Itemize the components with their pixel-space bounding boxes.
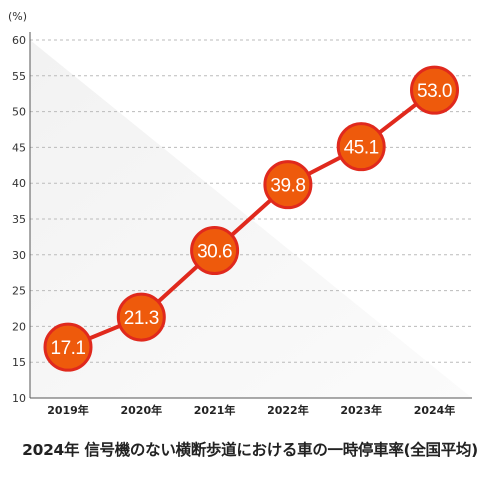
data-label: 45.1 [344,138,379,159]
data-label: 53.0 [417,81,452,102]
y-tick-label: 10 [12,392,26,405]
data-label: 17.1 [51,338,86,359]
x-tick-label: 2021年 [194,403,236,417]
data-point [43,322,93,372]
line-chart: 60 55 50 45 40 35 30 25 20 15 10 (%) 2019年 2020年 2021年… [8,10,472,417]
x-tick-label: 2022年 [267,403,309,417]
x-tick-label: 2024年 [414,403,456,417]
chart-title: 2024年 信号機のない横断歩道における車の一時停車率(全国平均) [22,441,478,459]
y-tick-label: 20 [12,320,26,333]
y-tick-label: 40 [12,177,26,190]
data-point [336,122,386,172]
y-tick-label: 35 [12,213,26,226]
x-tick-label: 2020年 [120,403,162,417]
data-point [116,292,166,342]
y-tick-label: 25 [12,285,26,298]
data-point [263,160,313,210]
x-tick-label: 2019年 [47,403,89,417]
data-label: 21.3 [124,308,159,329]
data-label: 39.8 [270,176,305,197]
y-tick-label: 60 [12,34,26,47]
x-tick-label: 2023年 [340,403,382,417]
y-unit-label: (%) [8,10,27,23]
y-tick-label: 30 [12,249,26,262]
data-label: 30.6 [197,242,232,263]
y-tick-label: 55 [12,70,26,83]
y-tick-label: 45 [12,141,26,154]
data-point [410,65,459,115]
data-point [190,226,240,276]
y-tick-label: 15 [12,356,26,369]
y-tick-label: 50 [12,106,26,119]
